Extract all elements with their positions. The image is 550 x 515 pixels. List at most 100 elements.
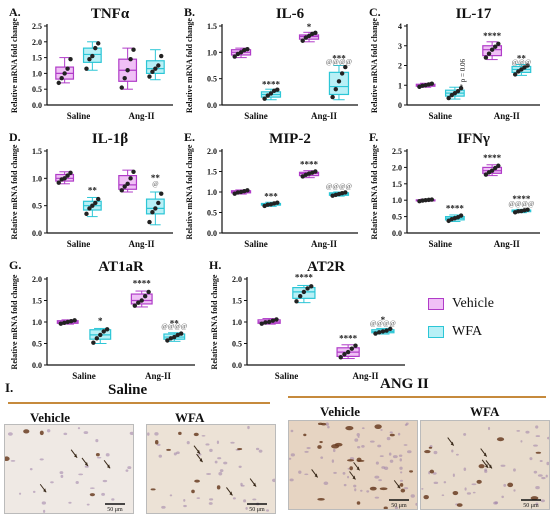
pointer-arrowhead (314, 473, 318, 478)
significance-label: @@@@ (326, 58, 353, 66)
nucleus (197, 453, 202, 456)
section-title-saline: Saline (108, 382, 148, 398)
panel-label: H. (209, 258, 221, 272)
nucleus (384, 466, 389, 470)
nucleus (10, 459, 16, 462)
data-point (159, 53, 164, 59)
nucleus (86, 503, 90, 506)
data-point (343, 64, 348, 70)
data-point (68, 170, 73, 176)
stained-cell (496, 437, 505, 442)
nucleus (403, 487, 409, 490)
significance-label: ** (170, 318, 180, 328)
significance-label: **** (295, 272, 314, 282)
pointer-arrowhead (84, 461, 88, 466)
data-point (175, 332, 180, 338)
nucleus (535, 435, 541, 437)
saline-divider (8, 402, 270, 404)
data-point (301, 289, 307, 295)
pointer-arrowhead (488, 464, 492, 469)
data-point (90, 53, 95, 59)
box-wfa-0 (444, 213, 465, 224)
data-point (483, 55, 489, 60)
data-point (178, 331, 184, 336)
nucleus (353, 484, 357, 488)
y-tick-label: 3 (398, 42, 402, 51)
nucleus (196, 497, 201, 499)
micrograph-saline-wfa: 50 μm (146, 424, 276, 514)
nucleus (96, 456, 102, 459)
nucleus (354, 438, 359, 442)
nucleus (541, 476, 546, 480)
nucleus (386, 436, 391, 441)
stained-cell (345, 426, 354, 431)
data-point (373, 331, 378, 336)
data-point (128, 56, 133, 62)
nucleus (516, 429, 521, 432)
pointer-arrowhead (483, 452, 487, 457)
legend: Vehicle WFA (428, 292, 538, 348)
box-wfa-1 (328, 190, 350, 198)
data-point (525, 63, 530, 68)
nucleus (125, 469, 129, 472)
x-tick-label: Saline (67, 239, 91, 249)
nucleus (472, 491, 476, 494)
nucleus (332, 448, 336, 453)
data-point (128, 176, 133, 181)
stained-cell (303, 433, 307, 437)
stained-cell (150, 488, 156, 491)
stained-cell (317, 445, 322, 449)
y-tick-label: 2.0 (232, 275, 242, 284)
y-tick-label: 1.5 (32, 297, 42, 306)
y-axis-label: Relative mRNA fold change (10, 274, 19, 369)
nucleus (375, 461, 379, 465)
x-tick-label: Ang-II (311, 239, 338, 249)
data-point (493, 165, 498, 171)
chart-title: IL-1β (92, 131, 128, 147)
stained-cell (456, 503, 463, 507)
x-tick-label: Saline (244, 239, 268, 249)
data-point (65, 319, 70, 325)
data-point (91, 340, 96, 345)
data-point (156, 63, 161, 68)
box-vehicle-0 (415, 81, 436, 90)
ang-divider (288, 396, 546, 398)
nucleus (95, 439, 99, 443)
nucleus (298, 470, 302, 474)
nucleus (501, 495, 504, 499)
box-vehicle-0 (230, 46, 252, 59)
data-point (313, 169, 318, 174)
y-tick-label: 2.0 (32, 38, 42, 47)
data-point (309, 284, 314, 289)
scale-bar-label: 50 μm (107, 507, 123, 513)
data-point (147, 74, 152, 79)
y-axis-label: Relative mRNA fold change (370, 144, 379, 239)
data-point (525, 207, 530, 212)
stained-cell (452, 490, 459, 496)
nucleus (533, 444, 538, 447)
y-tick-label: 0.5 (207, 209, 217, 218)
data-point (153, 66, 158, 71)
significance-label: @@@@ (326, 183, 353, 191)
x-tick-label: Ang-II (494, 111, 521, 121)
data-point (147, 219, 152, 225)
box-wfa-1 (163, 331, 186, 343)
nucleus (403, 444, 408, 446)
y-tick-label: 2 (398, 62, 402, 71)
y-tick-label: 0.0 (232, 361, 242, 370)
nucleus (513, 489, 516, 492)
nucleus (377, 444, 382, 448)
nucleus (105, 453, 110, 457)
nucleus (513, 468, 516, 472)
nucleus (154, 432, 159, 436)
y-tick-label: 0.5 (392, 213, 402, 222)
nucleus (388, 452, 392, 456)
nucleus (306, 446, 311, 450)
box-wfa-1 (145, 191, 165, 226)
nucleus (290, 453, 295, 457)
nucleus (39, 458, 44, 461)
data-point (275, 87, 280, 92)
nucleus (415, 502, 417, 506)
data-point (429, 197, 435, 202)
y-tick-label: 1.0 (32, 69, 42, 78)
